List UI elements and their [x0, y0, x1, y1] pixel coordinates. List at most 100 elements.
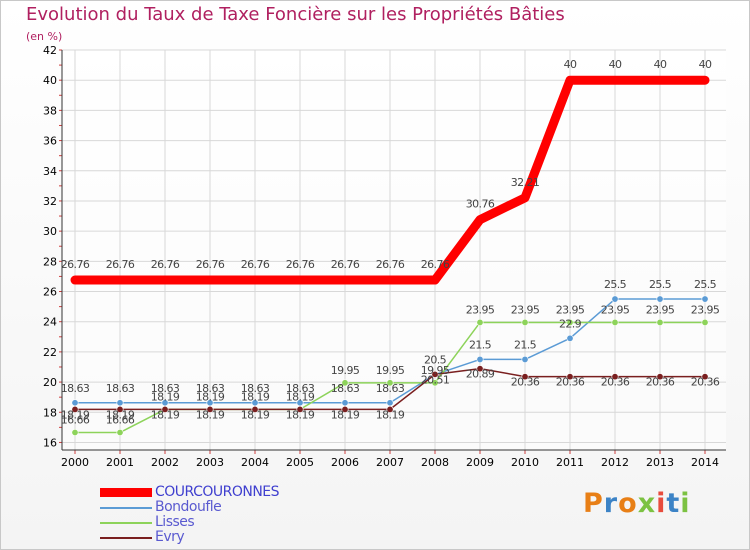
data-label: 18.19	[286, 408, 315, 421]
legend-swatch	[100, 507, 152, 509]
data-point	[701, 295, 709, 303]
y-tick-label: 34	[43, 165, 57, 178]
x-tick-label: 2012	[601, 456, 629, 469]
data-point	[431, 379, 439, 387]
data-point	[296, 405, 304, 413]
y-axis-unit: (en %)	[26, 30, 63, 43]
data-label: 20.89	[466, 368, 495, 381]
legend-swatch	[100, 537, 152, 539]
data-label: 25.5	[604, 278, 627, 291]
data-label: 19.95	[376, 364, 405, 377]
data-label: 26.76	[421, 258, 450, 271]
y-tick-label: 18	[43, 406, 57, 419]
legend-label: Lisses	[155, 514, 195, 530]
x-tick-label: 2008	[421, 456, 449, 469]
data-label: 20.36	[511, 376, 540, 389]
data-label: 18.19	[241, 390, 270, 403]
proxiti-logo: Proxiti	[583, 488, 691, 519]
data-point	[386, 399, 394, 407]
data-point	[206, 405, 214, 413]
data-point	[161, 405, 169, 413]
data-label: 20.5	[424, 354, 447, 367]
data-label: 25.5	[694, 278, 717, 291]
data-label: 18.63	[61, 382, 90, 395]
data-label: 16.66	[61, 413, 90, 426]
y-tick-label: 16	[43, 436, 57, 449]
data-label: 40	[654, 58, 667, 71]
legend-label: Bondoufle	[155, 499, 222, 515]
data-label: 20.36	[646, 376, 675, 389]
logo-letter: r	[603, 488, 619, 519]
data-label: 19.95	[421, 364, 450, 377]
y-tick-label: 42	[43, 44, 57, 57]
data-label: 21.5	[514, 338, 537, 351]
legend-label: COURCOURONNES	[155, 484, 280, 500]
data-point	[656, 373, 664, 381]
data-label: 26.76	[106, 258, 135, 271]
x-tick-label: 2007	[376, 456, 404, 469]
data-label: 18.63	[241, 382, 270, 395]
data-point	[341, 405, 349, 413]
data-label: 26.76	[241, 258, 270, 271]
axes: 16 18 20 22 24 26 28 30 32 34 36 38 40 42 2000 2001 2002…	[43, 44, 726, 469]
x-tick-label: 2013	[646, 456, 674, 469]
x-tick-label: 2003	[196, 456, 224, 469]
data-point	[701, 373, 709, 381]
y-tick-label: 30	[43, 225, 57, 238]
data-point	[341, 399, 349, 407]
data-label: 18.19	[196, 408, 225, 421]
data-label: 32.21	[511, 176, 540, 189]
data-point	[656, 295, 664, 303]
data-point	[116, 428, 124, 436]
x-tick-label: 2000	[61, 456, 89, 469]
data-label: 21.5	[469, 338, 492, 351]
data-label: 26.76	[61, 258, 90, 271]
logo-letter: x	[637, 488, 657, 519]
data-label: 20.36	[556, 376, 585, 389]
data-point	[116, 399, 124, 407]
logo-letter: i	[680, 488, 691, 519]
legend-swatch	[100, 522, 152, 524]
data-point	[611, 295, 619, 303]
x-tick-label: 2001	[106, 456, 134, 469]
data-label: 26.76	[376, 258, 405, 271]
data-point	[566, 373, 574, 381]
data-point	[476, 365, 484, 373]
logo-letter: o	[618, 488, 638, 519]
data-point	[431, 370, 439, 378]
y-tick-label: 26	[43, 286, 57, 299]
data-label: 26.76	[286, 258, 315, 271]
y-tick-label: 40	[43, 74, 57, 87]
data-point	[611, 373, 619, 381]
data-label: 18.63	[376, 382, 405, 395]
data-label: 18.19	[331, 408, 360, 421]
data-point	[476, 318, 484, 326]
logo-letter: i	[656, 488, 667, 519]
x-tick-label: 2005	[286, 456, 314, 469]
data-label: 23.95	[556, 303, 585, 316]
data-label: 18.19	[196, 390, 225, 403]
data-label: 18.19	[151, 408, 180, 421]
data-point	[386, 405, 394, 413]
data-point	[566, 318, 574, 326]
data-label: 23.95	[466, 303, 495, 316]
series-layer	[70, 75, 710, 436]
data-label: 18.19	[61, 408, 90, 421]
data-point	[476, 355, 484, 363]
x-tick-label: 2014	[691, 456, 719, 469]
data-point	[341, 379, 349, 387]
data-label: 18.63	[196, 382, 225, 395]
data-point	[386, 379, 394, 387]
data-label: 18.63	[286, 382, 315, 395]
data-label: 23.95	[646, 303, 675, 316]
logo-letter: t	[666, 488, 681, 519]
data-label: 40	[564, 58, 577, 71]
data-point	[656, 318, 664, 326]
data-label: 20.36	[601, 376, 630, 389]
data-label: 20.51	[421, 373, 450, 386]
x-tick-label: 2004	[241, 456, 269, 469]
data-label: 26.76	[331, 258, 360, 271]
data-label: 26.76	[151, 258, 180, 271]
data-label: 18.19	[106, 408, 135, 421]
data-label: 18.63	[106, 382, 135, 395]
